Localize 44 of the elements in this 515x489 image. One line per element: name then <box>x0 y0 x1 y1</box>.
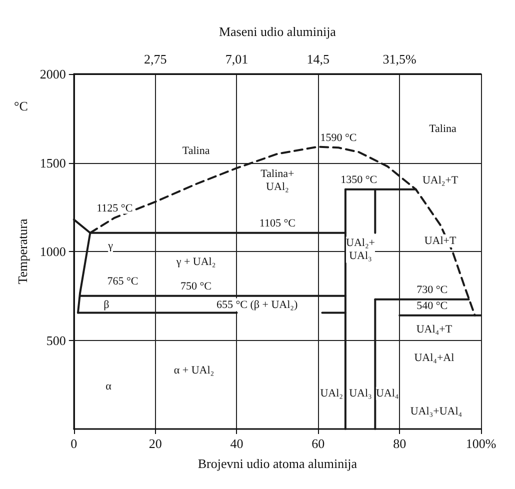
annotation: UAl₂+ UAl₃ <box>346 237 375 262</box>
y-axis-title: Temperatura <box>15 218 30 284</box>
annotation: α <box>106 380 112 392</box>
y-tick-label: 2000 <box>40 66 66 82</box>
annotation: 730 °C <box>416 284 448 296</box>
text: 14,5 <box>306 51 330 66</box>
x-tick-label: 80 <box>393 436 406 451</box>
annotation: 540 °C <box>416 300 448 312</box>
annotation: Talina <box>182 145 210 158</box>
y-tick-label: 500 <box>46 332 66 348</box>
x-axis-title: Brojevni udio atoma aluminija <box>198 456 358 471</box>
annotation: UAl₄+T <box>416 324 452 336</box>
annotation: 750 °C <box>180 280 212 292</box>
annotation: 1350 °C <box>340 174 378 186</box>
x-tick-label: 60 <box>312 436 325 451</box>
text: °C <box>14 98 28 114</box>
y-tick-label: 1500 <box>40 155 66 170</box>
annotation: UAl+T <box>424 234 456 247</box>
x-tick-label: 40 <box>230 436 244 451</box>
text: 2,75 <box>144 51 167 66</box>
annotation: γ + UAl₂ <box>175 256 216 268</box>
x2-axis-title: Maseni udio aluminija <box>218 24 336 39</box>
annotation: α + UAl₂ <box>174 364 214 376</box>
annotation: UAl₄+Al <box>414 352 454 364</box>
annotation: UAl₂ <box>320 388 344 400</box>
x-tick-label: 0 <box>70 436 78 451</box>
annotation: γ <box>107 240 114 252</box>
x-tick-label: 20 <box>148 436 162 451</box>
annotation: 1590 °C <box>320 132 357 144</box>
annotation: UAl₂+T <box>422 174 458 186</box>
annotation: UAl₄ <box>376 388 399 400</box>
text: 7,01 <box>225 51 248 66</box>
annotation: UAl₃+UAl₄ <box>410 405 462 418</box>
annotation: 1125 °C <box>96 202 133 214</box>
x-tick-label: 100% <box>466 436 496 451</box>
text: 31,5% <box>382 51 417 66</box>
y-tick-label: 1000 <box>40 244 66 259</box>
annotation: 655 °C (β + UAl₂) <box>216 298 298 311</box>
annotation: Talina+ UAl₂ <box>260 168 294 193</box>
annotation: β <box>104 298 110 311</box>
annotation: UAl₃ <box>349 388 372 400</box>
annotation: 765 °C <box>107 276 138 288</box>
annotation: Talina <box>429 123 457 136</box>
annotation: 1105 °C <box>259 217 296 230</box>
